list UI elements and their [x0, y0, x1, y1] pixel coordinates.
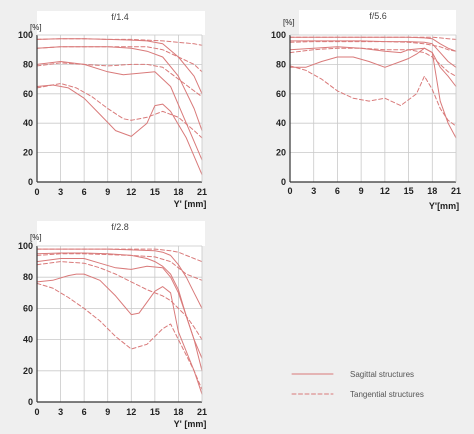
y-tick-label: 20 [23, 366, 33, 376]
sagittal-curve-3 [289, 40, 457, 68]
tangential-curve-2 [36, 38, 203, 46]
y-tick-label: 80 [276, 59, 286, 69]
y-tick-label: 40 [276, 118, 286, 128]
x-tick-label: 6 [82, 187, 87, 197]
tangential-curve-4 [36, 46, 203, 73]
plot-area [37, 35, 202, 182]
y-tick-label: 80 [23, 272, 33, 282]
x-axis-title: Y' [mm] [174, 419, 207, 429]
tangential-curve-6 [36, 62, 203, 98]
tangential-curve-8 [36, 282, 203, 390]
y-tick-label: 0 [28, 177, 33, 187]
x-axis-title: Y' [mm] [174, 199, 207, 209]
x-tick-label: 12 [126, 187, 136, 197]
y-tick-label: 20 [23, 148, 33, 158]
chart-panel-3: 0 20 40 60 80 100 0 3 6 9 12 15 18 21 [%] f/2.8 Y' [mm] [18, 221, 207, 429]
tangential-curve-4 [289, 41, 457, 52]
tangential-curve-6 [36, 261, 203, 341]
x-tick-label: 18 [173, 407, 183, 417]
y-tick-label: 40 [23, 335, 33, 345]
x-tick-label: 21 [197, 187, 207, 197]
x-axis-title: Y'[mm] [429, 201, 459, 211]
y-tick-label: 60 [23, 303, 33, 313]
x-tick-label: 0 [287, 186, 292, 196]
chart-panel-2: 0 20 40 60 80 100 0 3 6 9 12 15 18 21 [%] f/5.6 Y'[mm] [271, 10, 461, 211]
sagittal-curve-7 [289, 47, 457, 139]
sagittal-curve-7 [36, 84, 203, 176]
aperture-title: f/1.4 [111, 12, 129, 22]
x-tick-label: 18 [427, 186, 437, 196]
x-tick-label: 21 [451, 186, 461, 196]
tangential-curve-6 [289, 47, 457, 77]
tangential-curve-8 [36, 83, 203, 139]
panel-header-background [37, 11, 205, 35]
y-tick-label: 100 [271, 30, 286, 40]
y-tick-label: 0 [28, 397, 33, 407]
x-tick-label: 3 [58, 187, 63, 197]
y-tick-label: 100 [18, 30, 33, 40]
tangential-curve-2 [289, 36, 457, 40]
x-tick-label: 12 [126, 407, 136, 417]
panel-header-background [37, 221, 205, 246]
y-tick-label: 80 [23, 59, 33, 69]
sagittal-curve-5 [289, 46, 457, 87]
y-axis-unit-label: [%] [30, 23, 42, 32]
panel-header-background [299, 10, 456, 35]
x-tick-label: 0 [34, 407, 39, 417]
y-tick-label: 40 [23, 118, 33, 128]
legend-tangential-label: Tangential structures [350, 390, 424, 399]
sagittal-curve-5 [36, 61, 203, 161]
x-tick-label: 9 [105, 187, 110, 197]
x-tick-label: 21 [197, 407, 207, 417]
legend-sagittal-label: Sagittal structures [350, 370, 414, 379]
y-axis-unit-label: [%] [283, 18, 295, 27]
x-tick-label: 3 [58, 407, 63, 417]
legend: Sagittal structures Tangential structure… [291, 370, 424, 399]
aperture-title: f/2.8 [111, 222, 129, 232]
x-tick-label: 15 [150, 407, 160, 417]
x-tick-label: 9 [359, 186, 364, 196]
y-tick-label: 20 [276, 148, 286, 158]
x-tick-label: 0 [34, 187, 39, 197]
tangential-curve-8 [289, 65, 457, 127]
sagittal-curve-7 [36, 273, 203, 395]
tangential-curve-4 [36, 253, 203, 281]
chart-panel-1: 0 20 40 60 80 100 0 3 6 9 12 15 18 21 [%] f/1.4 Y' [mm] [18, 11, 207, 209]
y-tick-label: 60 [276, 89, 286, 99]
x-tick-label: 15 [150, 187, 160, 197]
plot-area [290, 35, 456, 182]
y-tick-label: 100 [18, 241, 33, 251]
x-tick-label: 18 [173, 187, 183, 197]
x-tick-label: 6 [335, 186, 340, 196]
x-tick-label: 15 [404, 186, 414, 196]
x-tick-label: 6 [82, 407, 87, 417]
aperture-title: f/5.6 [369, 11, 387, 21]
y-tick-label: 60 [23, 89, 33, 99]
y-tick-label: 0 [281, 177, 286, 187]
y-axis-unit-label: [%] [30, 233, 42, 242]
x-tick-label: 3 [311, 186, 316, 196]
plot-area [37, 246, 202, 402]
x-tick-label: 9 [105, 407, 110, 417]
x-tick-label: 12 [380, 186, 390, 196]
tangential-curve-2 [36, 248, 203, 263]
